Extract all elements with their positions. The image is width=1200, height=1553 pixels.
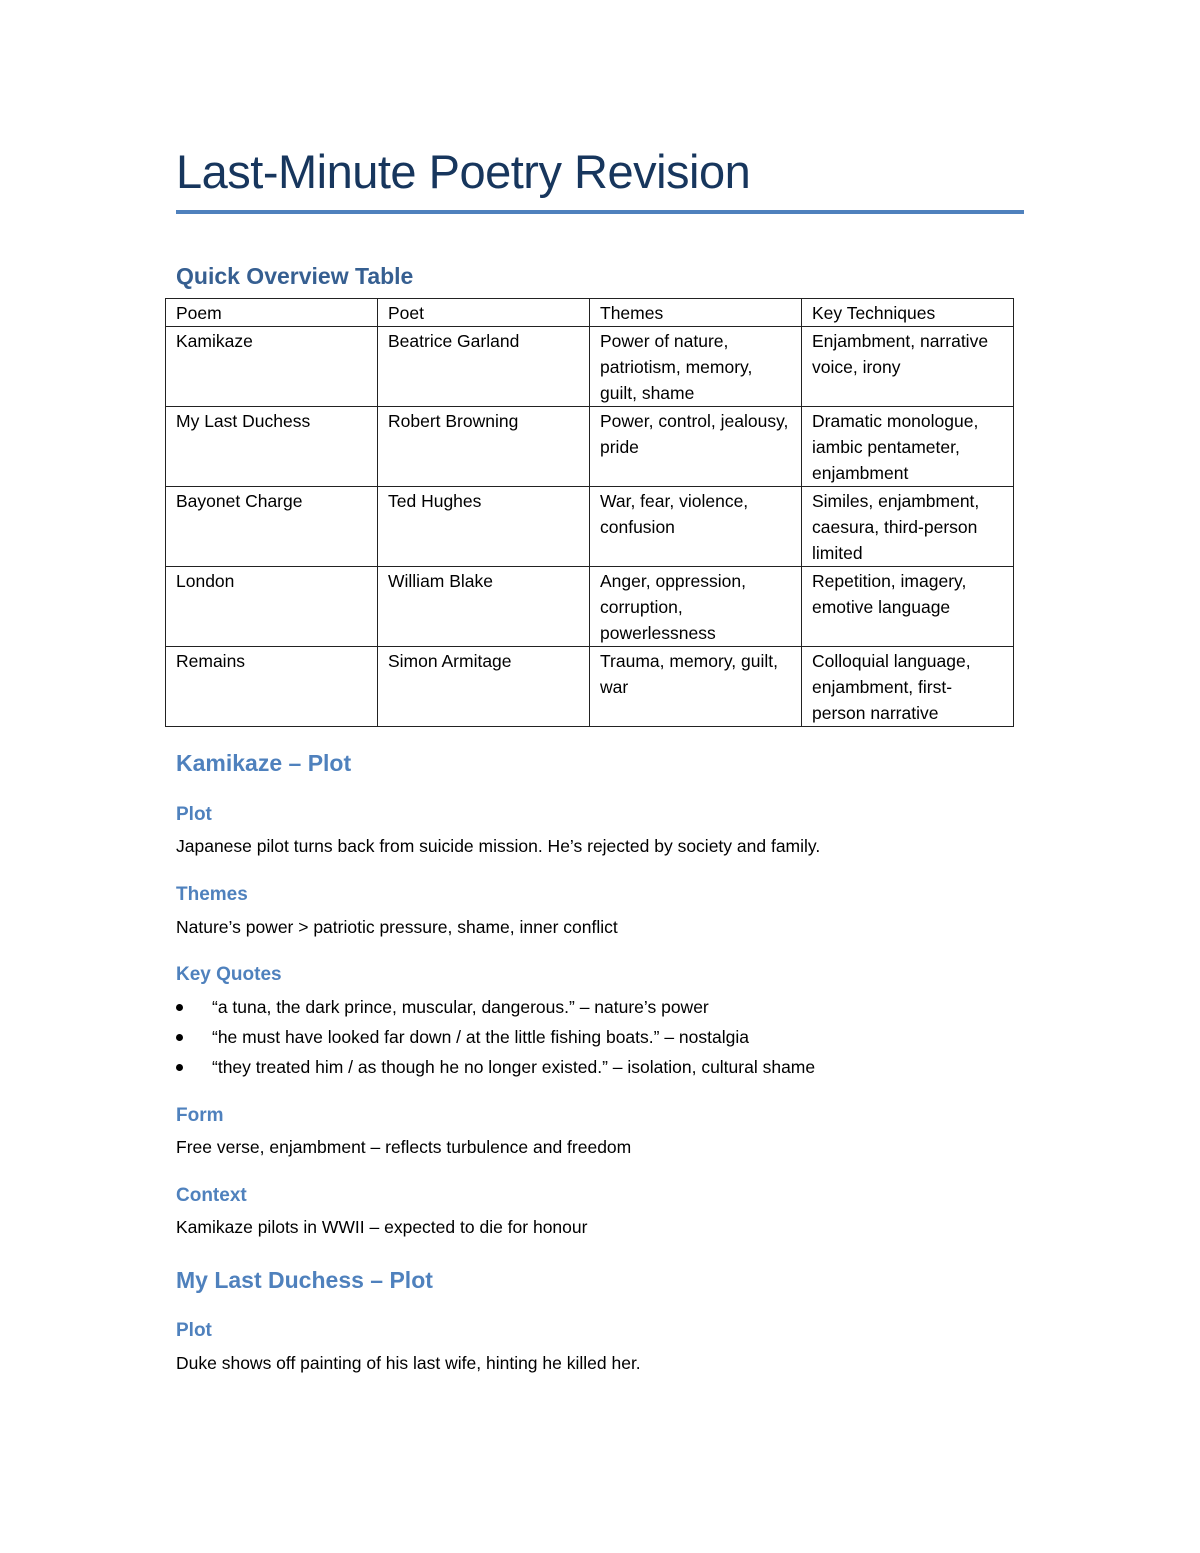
cell-poet: Robert Browning [377, 406, 590, 487]
table-row: Remains Simon Armitage Trauma, memory, g… [165, 646, 1014, 727]
bullet-icon [176, 1064, 183, 1071]
kamikaze-context-text: Kamikaze pilots in WWII – expected to di… [176, 1217, 588, 1237]
cell-poet: Simon Armitage [377, 646, 590, 727]
cell-poem: Remains [165, 646, 378, 727]
duchess-plot-text: Duke shows off painting of his last wife… [176, 1353, 641, 1373]
overview-heading: Quick Overview Table [176, 263, 414, 289]
quote-text: “he must have looked far down / at the l… [212, 1027, 749, 1047]
list-item: “he must have looked far down / at the l… [176, 1022, 815, 1052]
cell-themes: Anger, oppression, corruption, powerless… [589, 566, 802, 647]
column-header: Key Techniques [801, 298, 1014, 327]
kamikaze-plot-text: Japanese pilot turns back from suicide m… [176, 836, 821, 856]
cell-poem: My Last Duchess [165, 406, 378, 487]
quote-text: “a tuna, the dark prince, muscular, dang… [212, 997, 709, 1017]
column-header: Poet [377, 298, 590, 327]
column-header: Themes [589, 298, 802, 327]
cell-techniques: Similes, enjambment, caesura, third-pers… [801, 486, 1014, 567]
cell-poem: Kamikaze [165, 326, 378, 407]
cell-themes: Trauma, memory, guilt, war [589, 646, 802, 727]
quote-text: “they treated him / as though he no long… [212, 1057, 816, 1077]
cell-poet: Beatrice Garland [377, 326, 590, 407]
cell-techniques: Colloquial language, enjambment, first-p… [801, 646, 1014, 727]
cell-themes: Power of nature, patriotism, memory, gui… [589, 326, 802, 407]
duchess-heading: My Last Duchess – Plot [176, 1267, 433, 1293]
bullet-icon [176, 1004, 183, 1011]
cell-poet: Ted Hughes [377, 486, 590, 567]
cell-techniques: Enjambment, narrative voice, irony [801, 326, 1014, 407]
duchess-plot-label: Plot [176, 1320, 212, 1341]
kamikaze-themes-label: Themes [176, 884, 248, 905]
overview-table: Poem Poet Themes Key Techniques Kamikaze… [165, 298, 1014, 727]
document-title: Last-Minute Poetry Revision [176, 145, 751, 198]
table-row: London William Blake Anger, oppression, … [165, 566, 1014, 647]
kamikaze-themes-text: Nature’s power > patriotic pressure, sha… [176, 917, 618, 937]
cell-poem: London [165, 566, 378, 647]
kamikaze-form-text: Free verse, enjambment – reflects turbul… [176, 1137, 632, 1157]
kamikaze-quotes-list: “a tuna, the dark prince, muscular, dang… [176, 992, 815, 1082]
kamikaze-quotes-label: Key Quotes [176, 964, 282, 985]
table-row: My Last Duchess Robert Browning Power, c… [165, 406, 1014, 487]
table-row: Kamikaze Beatrice Garland Power of natur… [165, 326, 1014, 407]
cell-themes: War, fear, violence, confusion [589, 486, 802, 567]
table-header-row: Poem Poet Themes Key Techniques [165, 298, 1014, 327]
kamikaze-form-label: Form [176, 1105, 224, 1126]
kamikaze-heading: Kamikaze – Plot [176, 750, 352, 776]
title-underline [176, 210, 1024, 214]
kamikaze-plot-label: Plot [176, 804, 212, 825]
cell-techniques: Repetition, imagery, emotive language [801, 566, 1014, 647]
list-item: “they treated him / as though he no long… [176, 1052, 815, 1082]
kamikaze-context-label: Context [176, 1185, 247, 1206]
bullet-icon [176, 1034, 183, 1041]
list-item: “a tuna, the dark prince, muscular, dang… [176, 992, 815, 1022]
cell-themes: Power, control, jealousy, pride [589, 406, 802, 487]
cell-poet: William Blake [377, 566, 590, 647]
cell-poem: Bayonet Charge [165, 486, 378, 567]
table-row: Bayonet Charge Ted Hughes War, fear, vio… [165, 486, 1014, 567]
cell-techniques: Dramatic monologue, iambic pentameter, e… [801, 406, 1014, 487]
column-header: Poem [165, 298, 378, 327]
